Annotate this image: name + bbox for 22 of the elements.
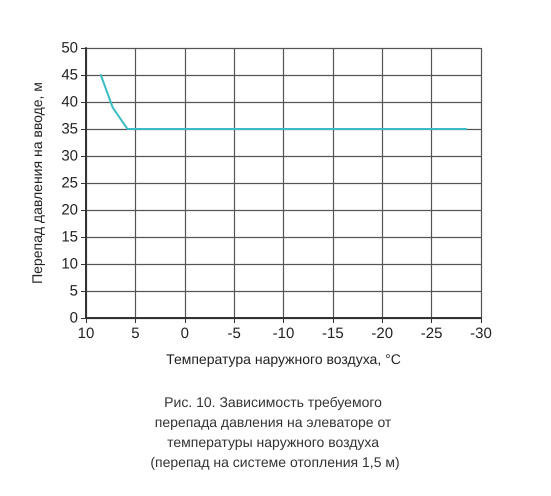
x-axis-title: Температура наружного воздуха, °С	[166, 351, 401, 367]
y-tick-label: 20	[61, 202, 78, 218]
text: Рис. 10. Зависимость требуемого перепада давления на элеваторе от температуры наружного воздуха (перепад на системе отопления 1,5 м)	[150, 394, 400, 470]
y-tick-label: 0	[70, 310, 78, 326]
y-tick-label: 10	[61, 256, 78, 272]
x-tick-label: -20	[371, 325, 394, 342]
y-tick-label: 45	[61, 66, 78, 84]
y-tick-label: 25	[61, 174, 78, 192]
y-tick-label: 40	[61, 94, 78, 110]
y-tick-label: 30	[61, 148, 78, 164]
y-axis-title: Перепад давления на вводе, м	[29, 82, 45, 284]
x-tick-label: -5	[227, 325, 241, 342]
x-tick-label: 5	[131, 325, 140, 342]
x-tick-label: -30	[470, 325, 492, 342]
y-tick-label: 15	[61, 228, 78, 246]
x-tick-label: 0	[180, 325, 189, 342]
y-tick-label: 35	[61, 120, 78, 138]
y-tick-label: 5	[70, 282, 78, 300]
x-tick-label: -15	[322, 325, 344, 342]
x-tick-label: -10	[272, 325, 294, 342]
y-tick-label: 50	[61, 40, 78, 56]
x-tick-label: -25	[420, 325, 442, 342]
